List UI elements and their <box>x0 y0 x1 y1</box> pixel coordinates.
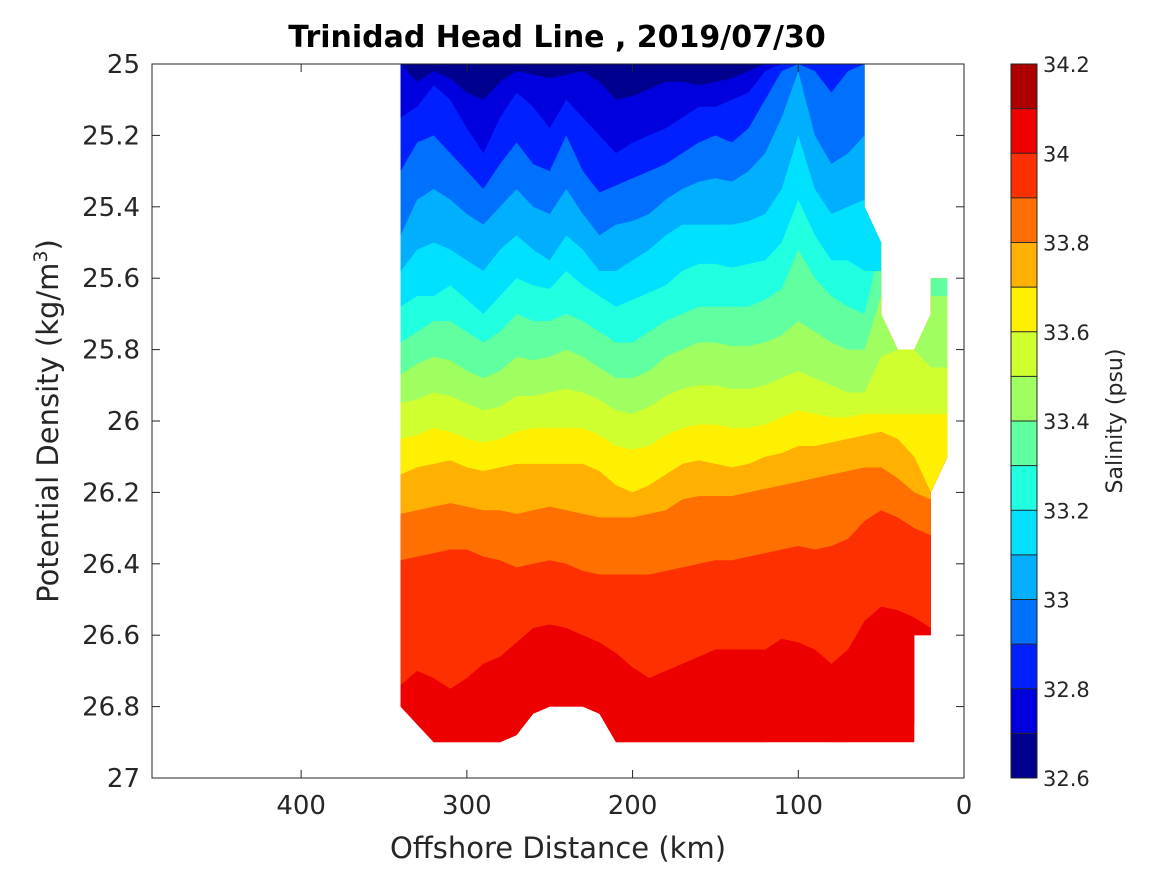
colorbar-segment <box>1011 465 1037 511</box>
colorbar-segment <box>1011 554 1037 600</box>
colorbar-tick-label: 33.8 <box>1043 232 1090 256</box>
x-tick-label: 300 <box>442 791 492 821</box>
chart-title: Trinidad Head Line , 2019/07/30 <box>288 20 825 55</box>
colorbar-segment <box>1011 421 1037 466</box>
y-tick-label: 26.4 <box>82 550 140 580</box>
colorbar-segment <box>1011 599 1037 645</box>
colorbar-tick-label: 33.6 <box>1043 321 1090 345</box>
x-axis-label: Offshore Distance (km) <box>390 831 726 865</box>
x-tick-label: 400 <box>276 791 326 821</box>
colorbar-tick-label: 33.4 <box>1043 410 1090 434</box>
colorbar-tick-label: 33.2 <box>1043 499 1090 523</box>
colorbar-tick-label: 32.8 <box>1043 678 1090 702</box>
contour-plot-area: 400 300 200 100 0 25 25.2 25.4 25.6 25.8 26 26.2 26… <box>82 50 972 821</box>
y-tick-label: 26 <box>107 407 140 437</box>
colorbar: 32.6 32.8 33 33.2 33.4 33.6 33.8 34 34.2 <box>1010 53 1090 791</box>
colorbar-segment <box>1011 644 1037 689</box>
x-axis-ticks: 400 300 200 100 0 <box>276 64 972 821</box>
colorbar-segment <box>1011 733 1037 778</box>
colorbar-segment <box>1011 197 1037 243</box>
x-tick-label: 200 <box>608 791 658 821</box>
y-tick-label: 25.8 <box>82 336 140 366</box>
colorbar-tick-label: 33 <box>1043 589 1070 613</box>
y-axis-label-close: ) <box>31 239 65 250</box>
y-axis-label: Potential Density (kg/m3) <box>30 239 65 603</box>
colorbar-segment <box>1011 64 1037 109</box>
colorbar-segment <box>1011 331 1037 377</box>
y-tick-label: 27 <box>107 764 140 794</box>
y-tick-label: 25 <box>107 50 140 80</box>
y-tick-label: 26.8 <box>82 693 140 723</box>
colorbar-segment <box>1011 153 1037 198</box>
y-axis-label-superscript: 3 <box>30 250 52 262</box>
colorbar-segment <box>1011 688 1037 734</box>
y-axis-label-main: Potential Density (kg/m <box>31 263 65 603</box>
colorbar-segment <box>1011 108 1037 154</box>
colorbar-tick-label: 32.6 <box>1043 767 1090 791</box>
colorbar-segment <box>1011 510 1037 555</box>
colorbar-tick-label: 34.2 <box>1043 53 1090 77</box>
y-tick-label: 25.4 <box>82 193 140 223</box>
x-tick-label: 100 <box>773 791 823 821</box>
y-tick-label: 25.2 <box>82 121 140 151</box>
y-tick-label: 26.2 <box>82 478 140 508</box>
y-tick-label: 25.6 <box>82 264 140 294</box>
y-tick-label: 26.6 <box>82 621 140 651</box>
colorbar-segment <box>1011 242 1037 288</box>
contour-bands <box>400 64 948 743</box>
colorbar-label: Salinity (psu) <box>1103 349 1128 494</box>
colorbar-segment <box>1011 287 1037 332</box>
colorbar-segment <box>1011 376 1037 421</box>
y-axis-ticks: 25 25.2 25.4 25.6 25.8 26 26.2 26.4 26.6 26.8 27 <box>82 50 964 794</box>
colorbar-tick-label: 34 <box>1043 142 1070 166</box>
contour-band-32.7 <box>400 64 948 100</box>
x-tick-label: 0 <box>956 791 973 821</box>
contour-band-32.8 <box>400 64 948 154</box>
